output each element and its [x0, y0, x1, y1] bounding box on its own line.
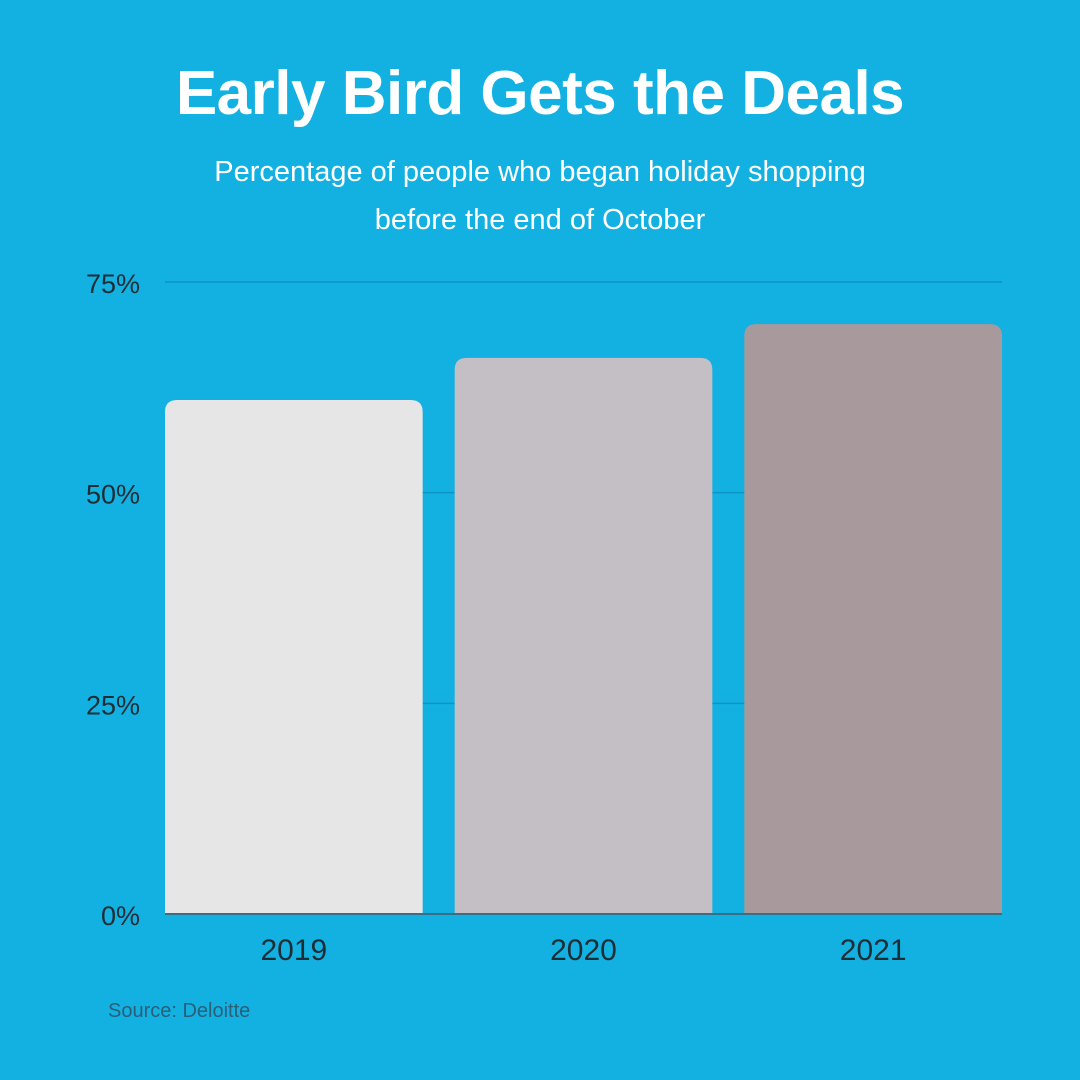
y-tick-label-75: 75%: [86, 269, 140, 299]
x-tick-label-2019: 2019: [260, 934, 327, 967]
source-note: Source: Deloitte: [108, 1000, 251, 1022]
y-tick-label-50: 50%: [86, 480, 140, 510]
bar-2021: [744, 324, 1002, 915]
chart-subtitle: Percentage of people who began holiday s…: [190, 148, 890, 244]
bar-2020: [454, 357, 713, 915]
y-tick-label-25: 25%: [86, 690, 140, 720]
bar-2019: [165, 399, 423, 914]
y-tick-label-0: 0%: [101, 901, 140, 931]
subtitle-line-1: Percentage of people who began holiday s…: [214, 156, 866, 188]
x-tick-label-2021: 2021: [840, 934, 907, 967]
chart-title: Early Bird Gets the Deals: [175, 59, 905, 128]
x-tick-label-2020: 2020: [550, 934, 617, 967]
subtitle-line-2: before the end of October: [374, 204, 706, 236]
